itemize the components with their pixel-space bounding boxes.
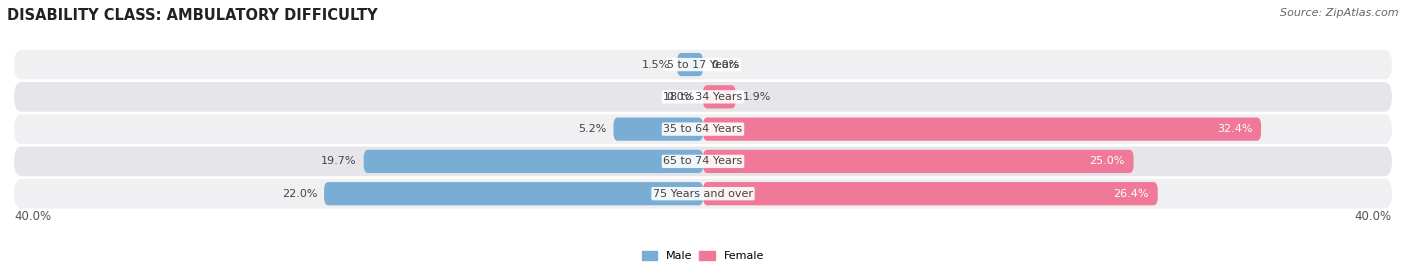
Text: 0.0%: 0.0% (711, 59, 740, 70)
Text: 5.2%: 5.2% (578, 124, 606, 134)
FancyBboxPatch shape (703, 182, 1157, 205)
FancyBboxPatch shape (613, 118, 703, 141)
Text: 75 Years and over: 75 Years and over (652, 189, 754, 199)
FancyBboxPatch shape (703, 85, 735, 108)
FancyBboxPatch shape (703, 150, 1133, 173)
FancyBboxPatch shape (364, 150, 703, 173)
FancyBboxPatch shape (703, 118, 1261, 141)
Text: 32.4%: 32.4% (1218, 124, 1253, 134)
Text: 1.9%: 1.9% (742, 92, 770, 102)
Text: 22.0%: 22.0% (281, 189, 318, 199)
Legend: Male, Female: Male, Female (637, 246, 769, 266)
Text: 40.0%: 40.0% (14, 210, 51, 223)
Text: 19.7%: 19.7% (322, 156, 357, 167)
Text: DISABILITY CLASS: AMBULATORY DIFFICULTY: DISABILITY CLASS: AMBULATORY DIFFICULTY (7, 8, 378, 23)
Text: 26.4%: 26.4% (1114, 189, 1149, 199)
FancyBboxPatch shape (14, 114, 1392, 144)
Text: 65 to 74 Years: 65 to 74 Years (664, 156, 742, 167)
FancyBboxPatch shape (14, 50, 1392, 79)
Text: 40.0%: 40.0% (1355, 210, 1392, 223)
Text: 0.0%: 0.0% (666, 92, 695, 102)
Text: 5 to 17 Years: 5 to 17 Years (666, 59, 740, 70)
Text: 18 to 34 Years: 18 to 34 Years (664, 92, 742, 102)
Text: 25.0%: 25.0% (1090, 156, 1125, 167)
FancyBboxPatch shape (14, 147, 1392, 176)
Text: 35 to 64 Years: 35 to 64 Years (664, 124, 742, 134)
Text: Source: ZipAtlas.com: Source: ZipAtlas.com (1281, 8, 1399, 18)
FancyBboxPatch shape (678, 53, 703, 76)
FancyBboxPatch shape (323, 182, 703, 205)
FancyBboxPatch shape (14, 179, 1392, 208)
FancyBboxPatch shape (14, 82, 1392, 112)
Text: 1.5%: 1.5% (643, 59, 671, 70)
